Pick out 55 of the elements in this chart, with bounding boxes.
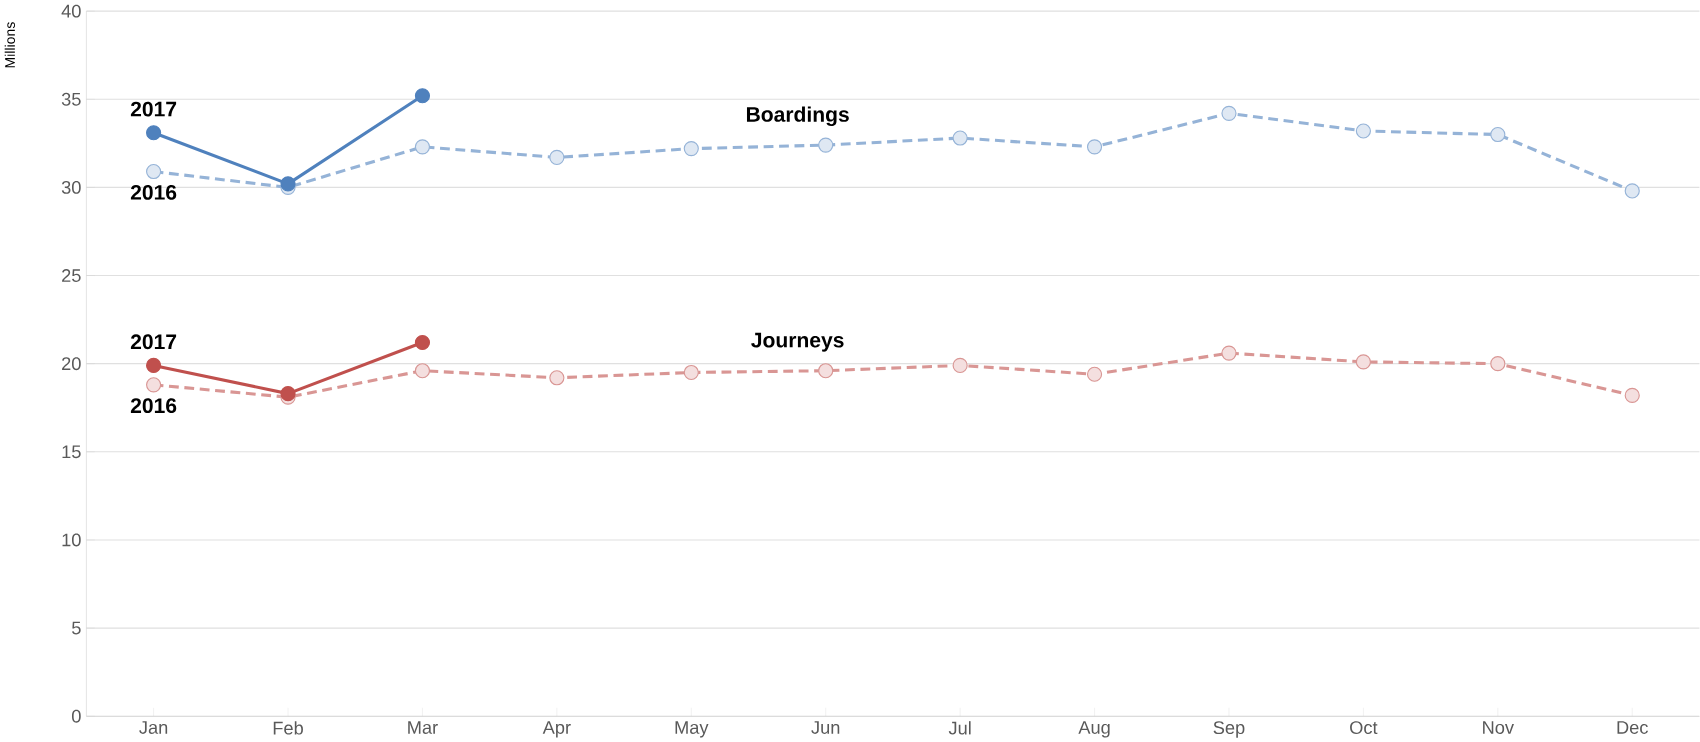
y-tick-label: 0 — [71, 709, 81, 723]
x-tick-label: Oct — [1350, 720, 1378, 734]
point — [280, 385, 296, 402]
point — [1624, 183, 1640, 199]
x-tick-label: Feb — [273, 720, 303, 735]
point — [1221, 345, 1237, 361]
y-axis-title: Millions — [4, 22, 15, 68]
point — [1624, 387, 1640, 403]
y-tick-label: 20 — [62, 357, 81, 370]
point — [1490, 355, 1506, 372]
x-tick-label: Mar — [408, 720, 438, 734]
series-label: 2017 — [130, 101, 177, 117]
y-tick-label: 35 — [61, 92, 81, 106]
annotation: Boardings — [746, 106, 849, 126]
y-tick-label: 30 — [61, 180, 81, 194]
point — [818, 362, 834, 379]
point — [414, 87, 431, 104]
x-tick-label: Jul — [948, 720, 971, 735]
x-tick-label: Apr — [542, 720, 571, 738]
x-tick-label: Jan — [139, 720, 168, 734]
point — [1490, 126, 1506, 142]
point — [549, 149, 565, 165]
point — [414, 139, 431, 155]
point — [952, 130, 968, 146]
y-tick-label: 5 — [72, 621, 81, 635]
point — [414, 362, 431, 379]
x-tick-label: Sep — [1213, 720, 1245, 738]
point — [146, 357, 162, 373]
point — [683, 140, 699, 157]
point — [1086, 139, 1103, 155]
x-tick-label: Dec — [1617, 720, 1648, 734]
point — [1355, 123, 1371, 139]
point — [549, 370, 565, 386]
x-tick-label: Nov — [1483, 720, 1514, 734]
point — [1221, 105, 1237, 121]
y-tick-label: 25 — [62, 268, 81, 282]
point — [818, 137, 834, 153]
annotation: Journeys — [751, 332, 844, 352]
x-tick-label: Jun — [811, 720, 840, 734]
series-label: 2017 — [130, 334, 177, 350]
point — [1355, 354, 1371, 370]
series-label: 2016 — [130, 184, 177, 200]
point — [683, 364, 699, 380]
point — [146, 163, 162, 179]
point — [146, 124, 162, 141]
point — [146, 377, 162, 393]
series-label: 2016 — [130, 398, 177, 413]
y-tick-label: 15 — [62, 445, 81, 458]
y-tick-label: 10 — [62, 533, 81, 547]
point — [952, 357, 968, 373]
x-tick-label: May — [675, 720, 709, 738]
x-tick-label: Aug — [1078, 720, 1110, 738]
y-tick-label: 40 — [61, 4, 81, 18]
point — [1086, 366, 1103, 382]
point — [414, 334, 431, 350]
